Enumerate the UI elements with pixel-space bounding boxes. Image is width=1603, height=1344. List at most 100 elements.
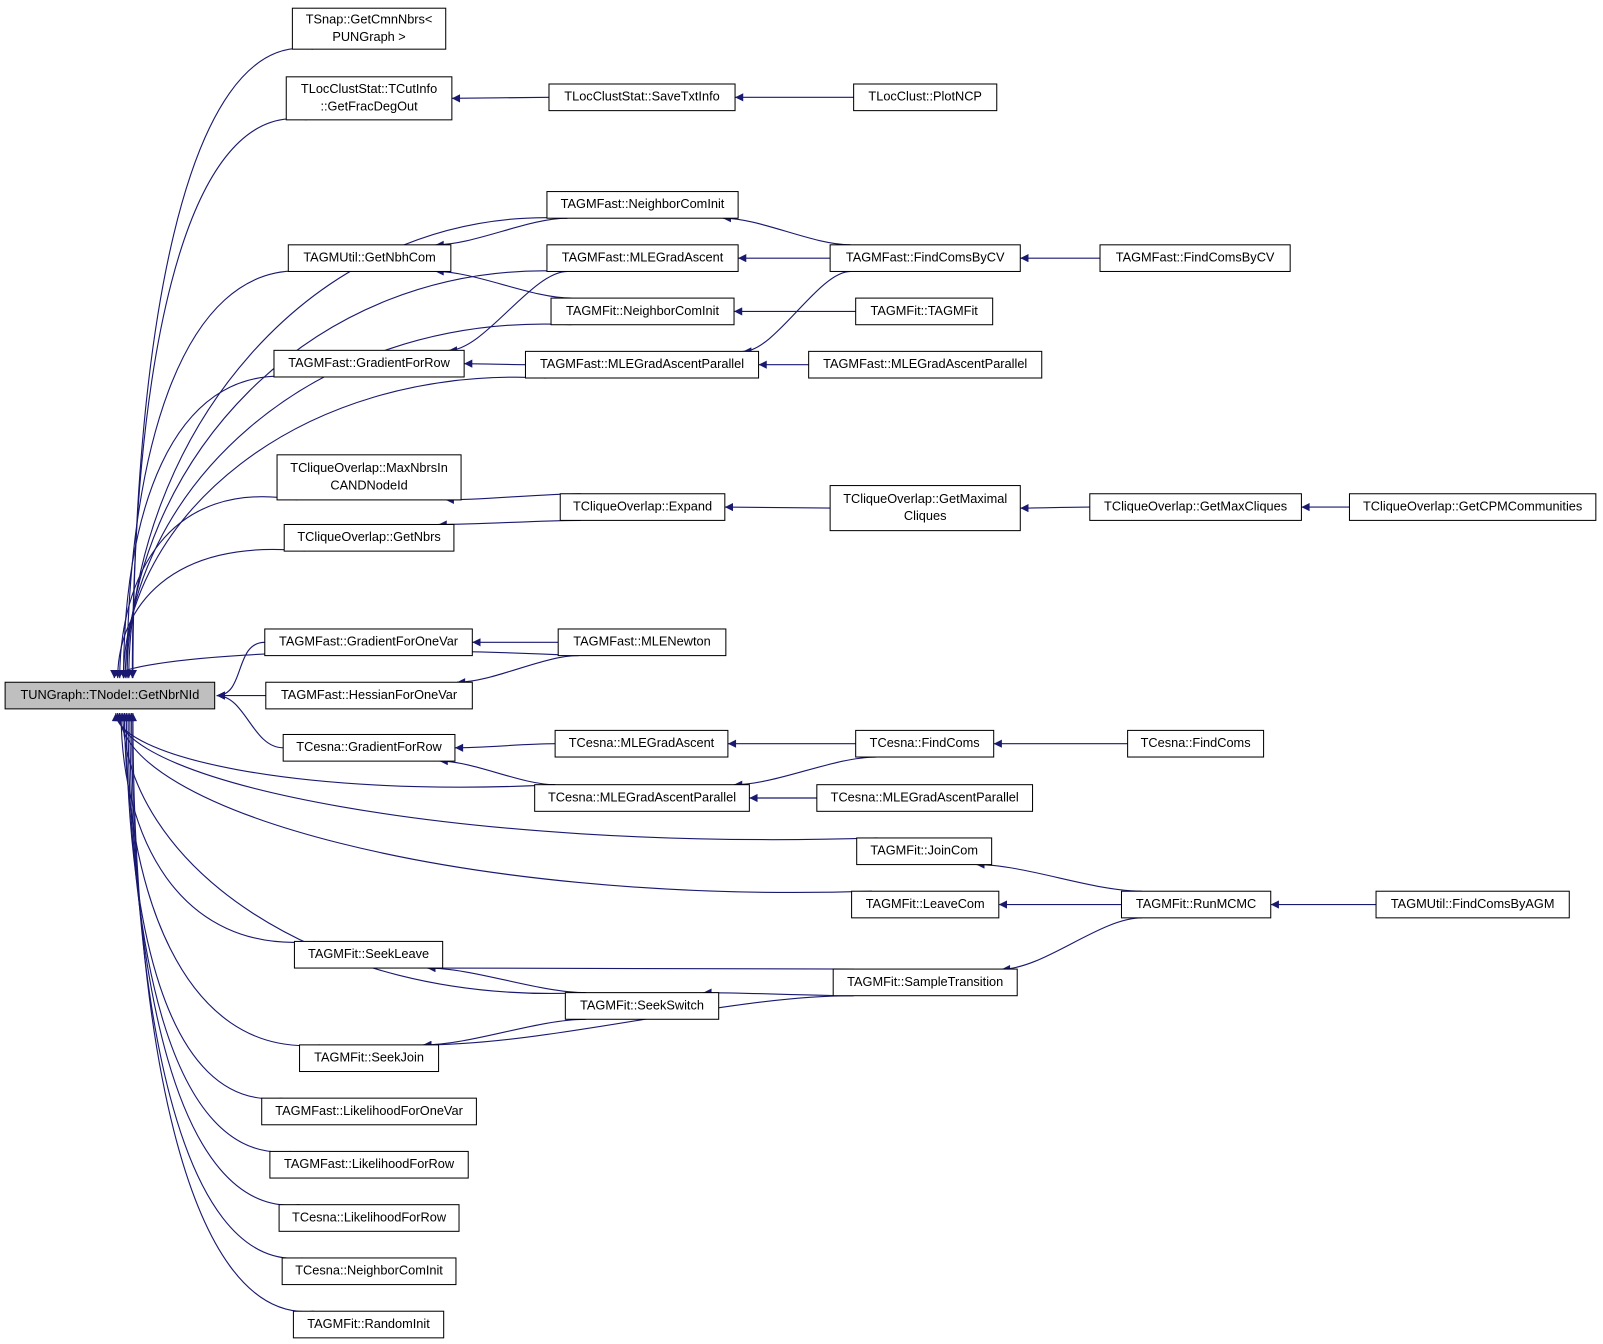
node[interactable]: TCliqueOverlap::GetNbrs — [283, 523, 455, 552]
node[interactable]: TAGMUtil::FindComsByAGM — [1375, 890, 1570, 919]
node-box[interactable] — [276, 454, 462, 501]
node-box[interactable] — [855, 297, 994, 326]
node-box[interactable] — [856, 837, 993, 866]
node-box[interactable] — [829, 244, 1021, 272]
node[interactable]: TLocClustStat::TCutInfo::GetFracDegOut — [285, 76, 453, 121]
node[interactable]: TCesna::FindComs — [1127, 729, 1265, 758]
node-box[interactable] — [855, 729, 995, 758]
node[interactable]: TAGMFast::MLEGradAscent — [546, 244, 739, 272]
node-label[interactable]: TCliqueOverlap::GetNbrs — [297, 529, 440, 544]
node[interactable]: TAGMFast::GradientForRow — [273, 349, 465, 378]
node[interactable]: TAGMFit::RandomInit — [292, 1310, 445, 1339]
node-label[interactable]: TAGMFast::NeighborComInit — [561, 196, 725, 211]
node[interactable]: TUNGraph::TNodeI::GetNbrNId — [4, 681, 216, 710]
node-box[interactable] — [287, 244, 452, 272]
node-box[interactable] — [559, 493, 726, 521]
node-box[interactable] — [291, 7, 447, 50]
node[interactable]: TCliqueOverlap::GetCPMCommunities — [1348, 493, 1597, 521]
node[interactable]: TCesna::FindComs — [855, 729, 995, 758]
node-box[interactable] — [282, 733, 456, 762]
node-label[interactable]: TCliqueOverlap::MaxNbrsIn — [290, 460, 448, 475]
node[interactable]: TAGMFit::SampleTransition — [832, 968, 1018, 997]
node[interactable]: TCesna::GradientForRow — [282, 733, 456, 762]
node[interactable]: TAGMFit::JoinCom — [856, 837, 993, 866]
node-box[interactable] — [564, 992, 720, 1020]
node-label[interactable]: TCliqueOverlap::GetCPMCommunities — [1363, 498, 1582, 513]
node-label[interactable]: TAGMFast::MLEGradAscentParallel — [540, 356, 744, 371]
node[interactable]: TAGMFast::MLENewton — [557, 628, 727, 657]
node-box[interactable] — [546, 191, 739, 219]
node-label[interactable]: TCliqueOverlap::GetMaximal — [843, 491, 1007, 506]
node-label[interactable]: TLocClustStat::TCutInfo — [301, 81, 437, 96]
node[interactable]: TCesna::LikelihoodForRow — [278, 1204, 460, 1232]
node-box[interactable] — [283, 523, 455, 552]
node-box[interactable] — [1127, 729, 1265, 758]
node-box[interactable] — [554, 729, 729, 758]
node-box[interactable] — [269, 1150, 469, 1179]
node[interactable]: TAGMFit::NeighborComInit — [550, 297, 735, 326]
node-label[interactable]: TAGMFast::LikelihoodForRow — [284, 1156, 455, 1171]
node-box[interactable] — [816, 784, 1034, 812]
node[interactable]: TLocClustStat::SaveTxtInfo — [548, 83, 736, 112]
node-box[interactable] — [293, 940, 444, 969]
node-box[interactable] — [285, 76, 453, 121]
node-box[interactable] — [808, 350, 1043, 379]
node-label[interactable]: TSnap::GetCmnNbrs< — [306, 11, 433, 26]
node-box[interactable] — [1089, 493, 1302, 521]
node-label[interactable]: TAGMFit::SeekLeave — [308, 946, 429, 961]
node-label[interactable]: TCliqueOverlap::Expand — [573, 498, 712, 513]
node-label[interactable]: TAGMFit::RandomInit — [307, 1316, 430, 1331]
node-box[interactable] — [292, 1310, 445, 1339]
node-box[interactable] — [1348, 493, 1597, 521]
node-box[interactable] — [261, 1097, 477, 1126]
node[interactable]: TCesna::NeighborComInit — [281, 1257, 457, 1286]
node-label[interactable]: TAGMFast::GradientForRow — [288, 355, 450, 370]
node-label[interactable]: TLocClustStat::SaveTxtInfo — [564, 89, 719, 104]
node-label[interactable]: ::GetFracDegOut — [320, 98, 418, 113]
node-label[interactable]: TAGMFast::MLEGradAscent — [562, 250, 724, 265]
node-box[interactable] — [1120, 890, 1272, 919]
node-box[interactable] — [264, 628, 473, 657]
node-label[interactable]: PUNGraph > — [332, 29, 405, 44]
node-box[interactable] — [1375, 890, 1570, 919]
node-label[interactable]: TAGMFit::RunMCMC — [1136, 896, 1256, 911]
node-label[interactable]: TCliqueOverlap::GetMaxCliques — [1104, 498, 1287, 513]
node-label[interactable]: TAGMFit::NeighborComInit — [566, 303, 719, 318]
node[interactable]: TAGMFit::SeekJoin — [299, 1044, 440, 1073]
node-label[interactable]: TAGMFast::FindComsByCV — [1116, 250, 1275, 265]
node-box[interactable] — [548, 83, 736, 112]
node[interactable]: TSnap::GetCmnNbrs<PUNGraph > — [291, 7, 447, 50]
node-box[interactable] — [299, 1044, 440, 1073]
node[interactable]: TAGMUtil::GetNbhCom — [287, 244, 452, 272]
node-label[interactable]: TCesna::FindComs — [870, 735, 980, 750]
node-label[interactable]: TAGMUtil::FindComsByAGM — [1391, 896, 1555, 911]
node-label[interactable]: TCesna::MLEGradAscentParallel — [831, 789, 1019, 804]
node[interactable]: TAGMFast::MLEGradAscentParallel — [524, 350, 760, 379]
node[interactable]: TAGMFit::RunMCMC — [1120, 890, 1272, 919]
node-label[interactable]: TAGMFit::SeekSwitch — [580, 997, 704, 1012]
node-box[interactable] — [281, 1257, 457, 1286]
node[interactable]: TAGMFast::FindComsByCV — [829, 244, 1021, 272]
node-label[interactable]: CANDNodeId — [330, 477, 407, 492]
node-box[interactable] — [829, 485, 1021, 532]
node[interactable]: TAGMFit::LeaveCom — [851, 890, 1000, 919]
node[interactable]: TAGMFast::NeighborComInit — [546, 191, 739, 219]
node[interactable]: TAGMFast::LikelihoodForRow — [269, 1150, 469, 1179]
node[interactable]: TCliqueOverlap::Expand — [559, 493, 726, 521]
node-label[interactable]: TLocClust::PlotNCP — [868, 89, 982, 104]
node[interactable]: TAGMFast::HessianForOneVar — [265, 681, 473, 710]
node-box[interactable] — [524, 350, 760, 379]
node-label[interactable]: TCesna::GradientForRow — [296, 739, 442, 754]
node-box[interactable] — [534, 784, 750, 812]
node[interactable]: TCliqueOverlap::GetMaxCliques — [1089, 493, 1302, 521]
node-label[interactable]: TAGMFast::MLENewton — [573, 634, 710, 649]
node-box[interactable] — [557, 628, 727, 657]
node[interactable]: TAGMFast::GradientForOneVar — [264, 628, 473, 657]
node-label[interactable]: TCesna::NeighborComInit — [295, 1263, 443, 1278]
node[interactable]: TCesna::MLEGradAscentParallel — [534, 784, 750, 812]
node[interactable]: TAGMFast::FindComsByCV — [1099, 244, 1291, 272]
node-box[interactable] — [851, 890, 1000, 919]
node-label[interactable]: TAGMFit::SampleTransition — [847, 974, 1003, 989]
node-label[interactable]: TCesna::MLEGradAscentParallel — [548, 789, 736, 804]
